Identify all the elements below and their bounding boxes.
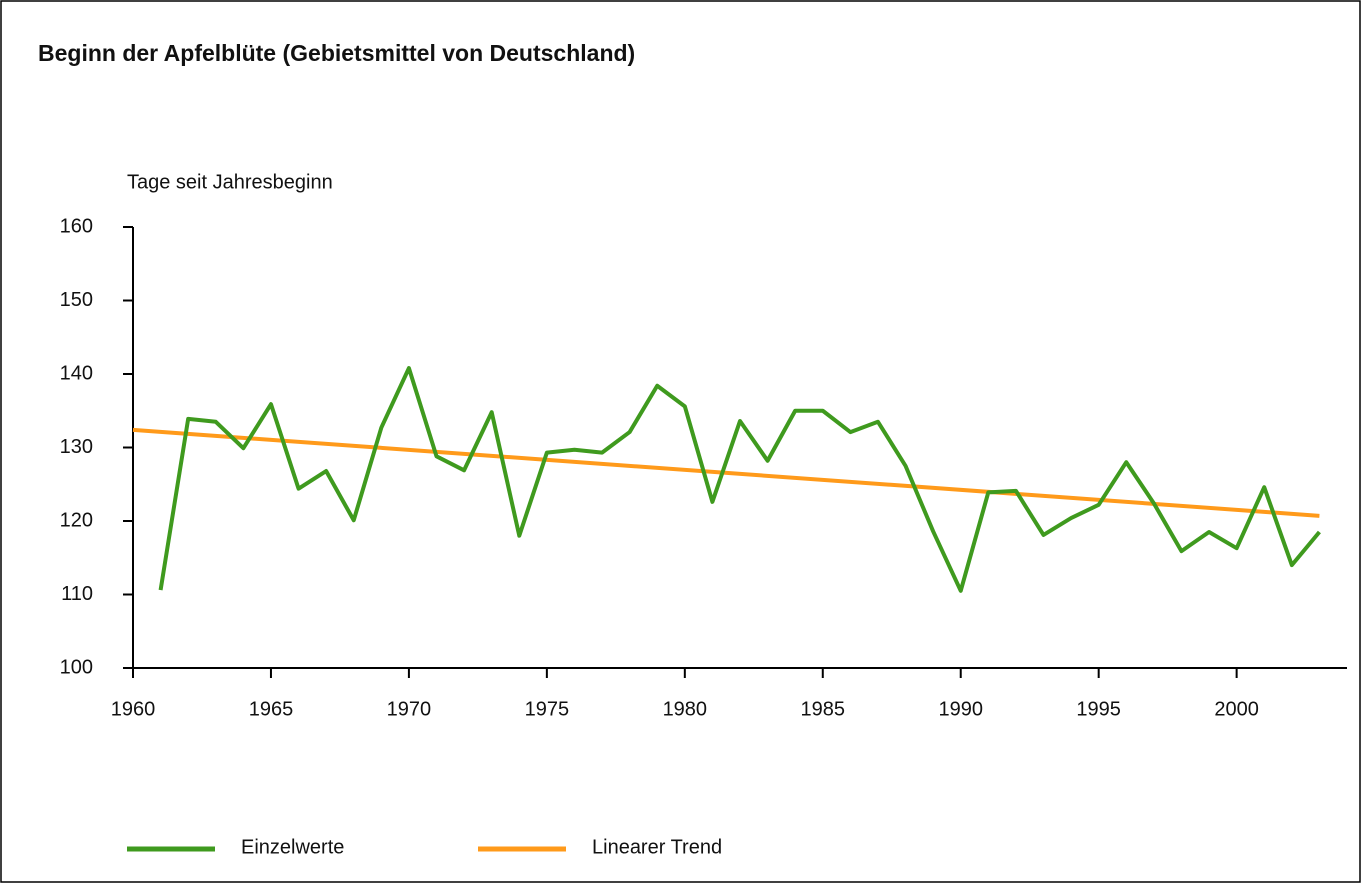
y-tick-label: 140 [60, 362, 93, 384]
x-tick-label: 1995 [1076, 698, 1121, 720]
x-tick-label: 1985 [801, 698, 846, 720]
y-axis-label: Tage seit Jahresbeginn [127, 171, 333, 193]
x-tick-label: 1975 [525, 698, 570, 720]
x-tick-label: 1970 [387, 698, 432, 720]
x-tick-label: 1980 [663, 698, 708, 720]
y-tick-label: 160 [60, 215, 93, 237]
legend-label: Einzelwerte [241, 836, 344, 858]
chart-title: Beginn der Apfelblüte (Gebietsmittel von… [38, 40, 635, 66]
x-tick-label: 1960 [111, 698, 156, 720]
x-tick-label: 1990 [938, 698, 983, 720]
x-tick-label: 2000 [1214, 698, 1259, 720]
y-tick-label: 120 [60, 509, 93, 531]
y-tick-label: 100 [60, 656, 93, 678]
data-line [132, 427, 1320, 518]
data-line [158, 366, 1321, 593]
x-tick-label: 1965 [249, 698, 294, 720]
y-tick-label: 130 [60, 436, 93, 458]
legend-label: Linearer Trend [592, 836, 722, 858]
y-tick-label: 150 [60, 289, 93, 311]
y-tick-label: 110 [61, 583, 93, 605]
